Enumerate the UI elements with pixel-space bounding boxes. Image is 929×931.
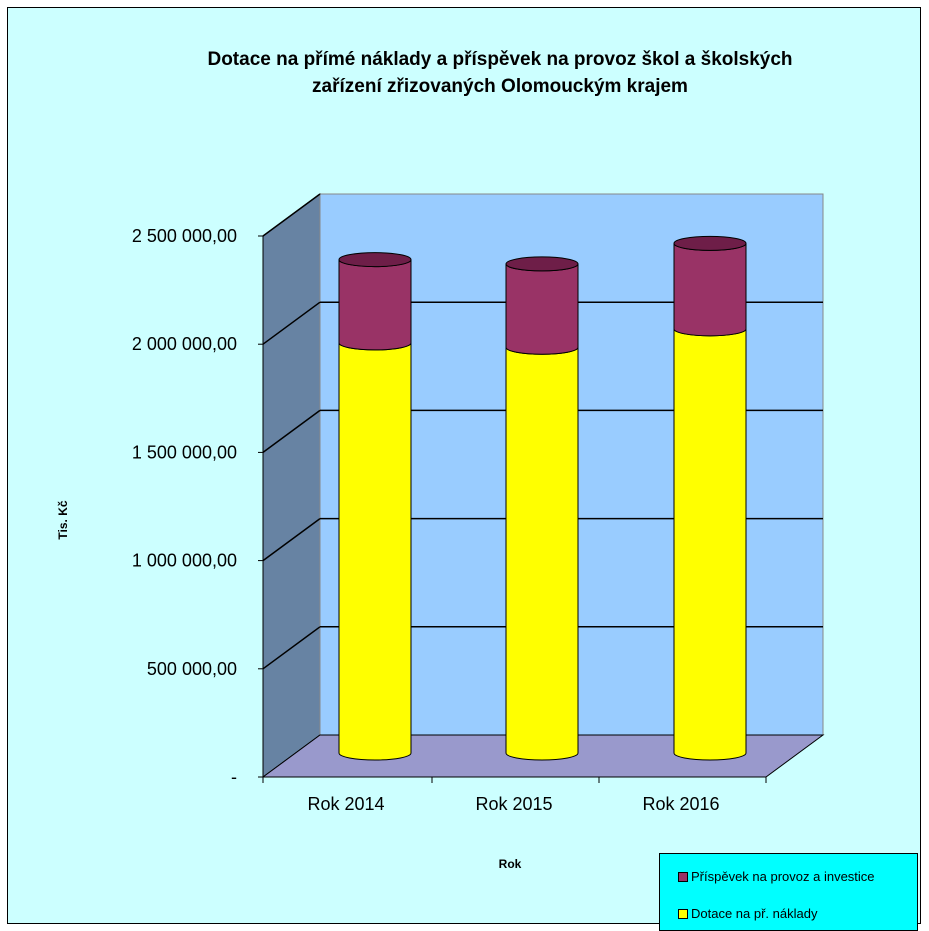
y-tick-label: 2 500 000,00	[132, 226, 237, 246]
legend-swatch-dotace	[678, 908, 688, 919]
bar-top-0	[338, 252, 412, 268]
x-tick-label: Rok 2015	[475, 794, 552, 814]
legend: Příspěvek na provoz a investice Dotace n…	[659, 853, 918, 931]
bar-prispevek-0	[338, 252, 412, 351]
y-tick-label: -	[231, 767, 237, 787]
legend-label-prispevek: Příspěvek na provoz a investice	[691, 869, 875, 884]
gridline-side	[262, 626, 321, 670]
bar-dotace-0	[338, 342, 412, 761]
bar-top-2	[673, 235, 747, 251]
gridline-side	[262, 409, 321, 454]
axes	[258, 235, 767, 783]
x-tick-label: Rok 2014	[307, 794, 384, 814]
bars	[338, 235, 747, 761]
bar-top-1	[505, 256, 579, 272]
bar-prispevek-1	[505, 256, 579, 355]
x-axis-title: Rok	[499, 857, 522, 871]
y-tick-label: 1 000 000,00	[132, 551, 237, 571]
legend-item-dotace: Dotace na př. náklady	[678, 906, 817, 921]
y-tick-label: 1 500 000,00	[132, 442, 237, 462]
bar-dotace-2	[673, 328, 747, 761]
x-tick-label: Rok 2016	[642, 794, 719, 814]
legend-label-dotace: Dotace na př. náklady	[691, 906, 818, 921]
x-tick-labels: Rok 2014 Rok 2015 Rok 2016	[307, 794, 719, 814]
y-tick-labels: - 500 000,00 1 000 000,00 1 500 000,00 2 000…	[132, 226, 237, 787]
bar-prispevek-2	[673, 235, 747, 337]
gridline-side	[262, 193, 321, 237]
gridline-side	[262, 517, 321, 562]
y-tick-label: 500 000,00	[147, 659, 237, 679]
y-axis-title: Tis. Kč	[56, 500, 70, 539]
bar-dotace-1	[505, 347, 579, 761]
side-wall	[262, 193, 321, 778]
gridline-side	[262, 301, 321, 345]
legend-swatch-prispevek	[678, 871, 688, 882]
chart-title-line-2: zařízení zřizovaných Olomouckým krajem	[312, 76, 688, 97]
y-tick-label: 2 000 000,00	[132, 334, 237, 354]
legend-item-prispevek: Příspěvek na provoz a investice	[678, 869, 875, 884]
chart-title-line-1: Dotace na přímé náklady a příspěvek na p…	[207, 49, 792, 70]
